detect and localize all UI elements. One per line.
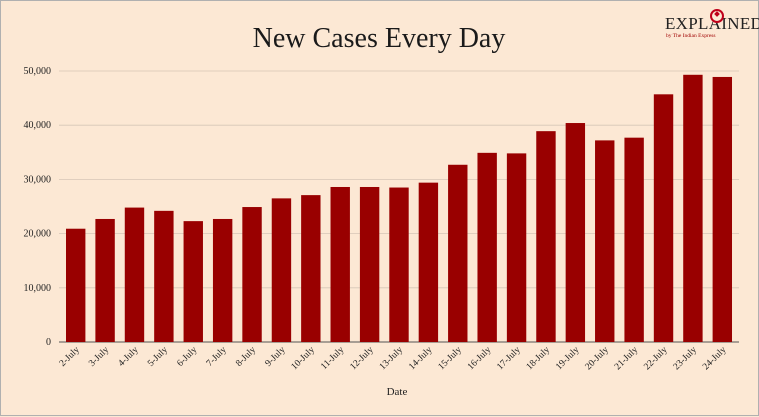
x-tick-label: 22-July xyxy=(642,345,669,372)
bar-3-july xyxy=(95,218,115,342)
x-tick-label: 2-July xyxy=(58,345,82,369)
y-tick-label: 0 xyxy=(46,337,51,348)
bar-10-july xyxy=(301,195,321,342)
bar-6-july xyxy=(183,221,203,342)
bar-4-july xyxy=(124,207,145,342)
x-tick-label: 15-July xyxy=(437,345,464,372)
x-tick-label: 23-July xyxy=(672,345,699,372)
x-tick-label: 17-July xyxy=(495,345,522,372)
x-tick-label: 4-July xyxy=(117,345,141,369)
bar-16-july xyxy=(477,152,497,342)
bar-22-july xyxy=(653,94,674,342)
bar-13-july xyxy=(389,187,409,342)
bars xyxy=(66,74,733,343)
x-tick-label: 11-July xyxy=(319,345,346,372)
y-tick-label: 50,000 xyxy=(24,66,52,77)
bar-17-july xyxy=(506,153,527,342)
bar-14-july xyxy=(418,182,439,342)
logo-wordmark: EXPLAINED xyxy=(665,14,759,33)
bar-9-july xyxy=(271,198,292,342)
x-tick-label: 3-July xyxy=(87,345,111,369)
bar-18-july xyxy=(536,131,556,342)
bar-5-july xyxy=(154,210,174,342)
x-tick-label: 13-July xyxy=(378,345,405,372)
bar-12-july xyxy=(359,186,380,342)
x-tick-label: 21-July xyxy=(613,345,640,372)
bar-24-july xyxy=(712,76,733,343)
x-tick-label: 9-July xyxy=(264,345,288,369)
bar-19-july xyxy=(565,123,586,342)
y-tick-label: 20,000 xyxy=(24,229,52,240)
bar-15-july xyxy=(448,164,468,342)
x-tick-label: 8-July xyxy=(234,345,258,369)
bar-21-july xyxy=(624,137,644,342)
x-tick-label: 10-July xyxy=(290,345,317,372)
bar-20-july xyxy=(595,140,615,342)
x-tick-label: 14-July xyxy=(407,345,434,372)
x-axis-ticks: 2-July 3-July 4-July 5-July 6-July 7-July 8-Ju… xyxy=(58,345,729,372)
x-tick-label: 5-July xyxy=(146,345,170,369)
x-axis-label: Date xyxy=(387,386,408,398)
x-tick-label: 6-July xyxy=(176,345,200,369)
y-axis-ticks: 0 10,000 20,000 30,000 40,000 50,000 xyxy=(24,66,52,348)
y-tick-label: 40,000 xyxy=(24,120,52,131)
chart-title: New Cases Every Day xyxy=(253,23,506,54)
x-tick-label: 12-July xyxy=(349,345,376,372)
bar-11-july xyxy=(330,186,350,342)
bar-8-july xyxy=(242,207,262,342)
x-tick-label: 20-July xyxy=(584,345,611,372)
explained-logo: EXPLAINED by The Indian Express xyxy=(665,9,759,40)
magnifier-icon xyxy=(710,9,724,23)
y-tick-label: 10,000 xyxy=(24,283,52,294)
x-tick-label: 18-July xyxy=(525,345,552,372)
y-tick-label: 30,000 xyxy=(24,174,52,185)
bar-23-july xyxy=(683,74,703,342)
x-tick-label: 7-July xyxy=(205,345,229,369)
logo-tagline: by The Indian Express xyxy=(666,33,716,39)
x-tick-label: 19-July xyxy=(554,345,581,372)
bar-2-july xyxy=(66,228,86,342)
bar-7-july xyxy=(212,218,233,342)
x-tick-label: 24-July xyxy=(701,345,728,372)
x-tick-label: 16-July xyxy=(466,345,493,372)
